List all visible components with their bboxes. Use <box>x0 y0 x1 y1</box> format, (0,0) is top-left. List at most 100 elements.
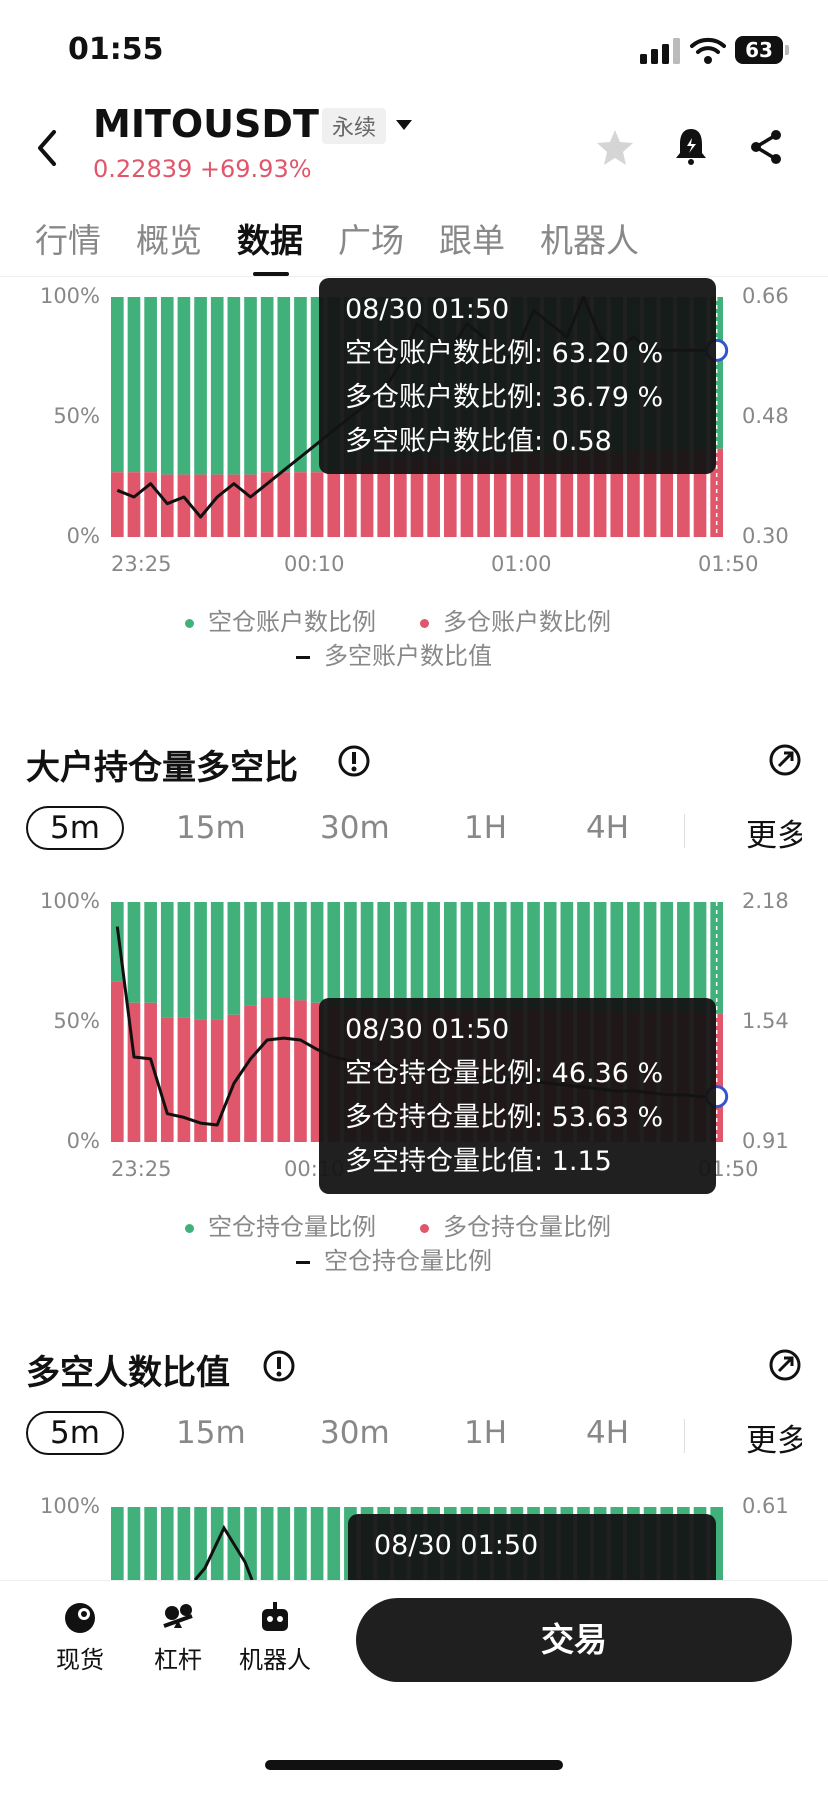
period-1h[interactable]: 1H <box>464 810 508 846</box>
price-change: 0.22839 +69.93% <box>93 155 312 183</box>
robot-icon <box>262 1602 288 1631</box>
chart1-left-axis-mid: 50% <box>53 404 100 428</box>
chart2-left-axis-mid: 50% <box>53 1009 100 1033</box>
short-bar <box>177 297 191 475</box>
long-bar <box>543 453 557 537</box>
green-dot-icon <box>185 1223 194 1233</box>
short-bar <box>360 902 374 1008</box>
long-bar <box>310 472 324 537</box>
alert-bell-icon[interactable] <box>674 126 708 166</box>
period-separator <box>684 814 685 848</box>
chart1-tooltip: 08/30 01:50 空仓账户数比例: 63.20 % 多仓账户数比例: 36… <box>319 278 716 474</box>
short-bar <box>294 1507 307 1580</box>
period-30m[interactable]: 30m <box>320 1415 390 1451</box>
red-dot-icon <box>420 618 429 628</box>
section2-title: 大户持仓量多空比 <box>26 748 298 788</box>
nav-spot[interactable]: 现货 <box>50 1600 110 1675</box>
legend-label: 空仓持仓量比例 <box>208 1213 376 1241</box>
period-more[interactable]: 更多 <box>746 818 802 854</box>
tab-market[interactable]: 行情 <box>35 221 101 260</box>
info-icon[interactable] <box>262 1349 296 1383</box>
chart2-legend-short: 空仓持仓量比例 <box>185 1207 376 1242</box>
contract-tag: 永续 <box>322 108 387 144</box>
symbol-title[interactable]: MITOUSDT <box>93 102 319 146</box>
short-bar <box>160 1507 174 1580</box>
short-bar <box>277 902 291 998</box>
chart1-right-axis-mid: 0.48 <box>742 404 789 428</box>
long-bar <box>194 474 207 537</box>
favorite-star-icon[interactable] <box>595 128 635 166</box>
long-bar <box>394 457 407 537</box>
short-bar <box>543 902 557 1010</box>
long-bar <box>410 457 424 537</box>
short-bar <box>443 902 457 1010</box>
long-bar <box>260 472 274 537</box>
green-dot-icon <box>185 618 194 628</box>
long-bar <box>477 457 490 537</box>
chart2-x-label: 23:25 <box>111 1157 172 1181</box>
trade-button[interactable]: 交易 <box>356 1598 792 1682</box>
chart2-right-axis-top: 2.18 <box>742 889 789 913</box>
period-4h[interactable]: 4H <box>586 1415 630 1451</box>
line-legend-icon <box>296 1260 310 1264</box>
short-bar <box>344 902 357 1008</box>
share-icon[interactable] <box>748 128 784 166</box>
long-bar <box>427 457 440 537</box>
short-bar <box>460 902 474 1010</box>
long-bar <box>610 453 624 537</box>
period-more[interactable]: 更多 <box>746 1423 802 1459</box>
short-bar <box>710 902 723 1014</box>
short-bar <box>577 902 590 1010</box>
expand-icon[interactable] <box>767 742 803 778</box>
period-15m[interactable]: 15m <box>176 1415 246 1451</box>
chart1-x-label: 00:10 <box>284 552 345 576</box>
period-5m[interactable]: 5m <box>26 806 124 850</box>
dropdown-icon[interactable] <box>395 118 413 132</box>
tab-overview[interactable]: 概览 <box>136 221 202 260</box>
short-bar <box>693 902 707 1013</box>
period-1h[interactable]: 1H <box>464 1415 508 1451</box>
legend-label: 多仓账户数比例 <box>443 608 611 636</box>
period-4h[interactable]: 4H <box>586 810 630 846</box>
expand-icon[interactable] <box>767 1347 803 1383</box>
period-30m[interactable]: 30m <box>320 810 390 846</box>
tab-square[interactable]: 广场 <box>338 221 404 260</box>
short-bar <box>427 902 440 1010</box>
tab-data[interactable]: 数据 <box>237 221 303 260</box>
info-icon[interactable] <box>337 744 371 778</box>
battery-indicator: 63 <box>735 36 789 64</box>
short-bar <box>260 1507 274 1580</box>
short-bar <box>127 902 141 1003</box>
short-bar <box>310 1507 324 1580</box>
short-bar <box>260 297 274 473</box>
long-bar <box>210 474 224 537</box>
short-bar <box>294 297 307 473</box>
nav-leverage[interactable]: 杠杆 <box>148 1600 208 1675</box>
status-time: 01:55 <box>68 32 164 67</box>
chart3-right-axis-top: 0.61 <box>742 1494 789 1518</box>
long-bar <box>510 453 524 537</box>
long-bar <box>160 1017 174 1142</box>
tab-copy-trading[interactable]: 跟单 <box>439 221 505 260</box>
period-5m[interactable]: 5m <box>26 1411 124 1455</box>
period-15m[interactable]: 15m <box>176 810 246 846</box>
chart2-right-axis-mid: 1.54 <box>742 1009 789 1033</box>
chart2-left-axis-top: 100% <box>39 889 100 913</box>
long-bar <box>527 453 540 537</box>
legend-label: 空仓持仓量比例 <box>324 1247 492 1275</box>
chart2-legend-ratio: 空仓持仓量比例 <box>296 1241 492 1276</box>
short-bar <box>144 1507 157 1580</box>
short-bar <box>493 902 507 1010</box>
short-bar <box>327 1507 341 1580</box>
tab-bots[interactable]: 机器人 <box>540 221 639 260</box>
back-icon[interactable] <box>34 128 60 168</box>
chart1-x-label: 01:50 <box>698 552 759 576</box>
red-dot-icon <box>420 1223 429 1233</box>
short-bar <box>111 297 124 473</box>
ratio-line <box>193 1524 254 1581</box>
legend-label: 多空账户数比值 <box>324 642 492 670</box>
long-bar <box>227 474 241 537</box>
nav-bot[interactable]: 机器人 <box>234 1600 316 1675</box>
long-bar <box>111 981 124 1142</box>
short-bar <box>177 902 191 1018</box>
